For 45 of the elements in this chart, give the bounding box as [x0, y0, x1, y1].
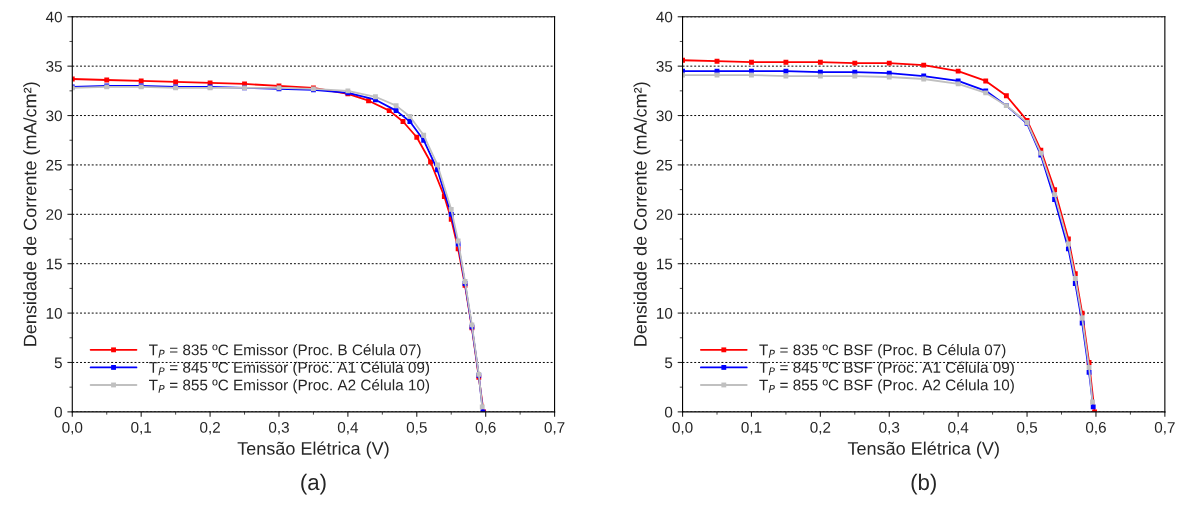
legend-label: T$_{P}$ = 845 ºC BSF (Proc. A1 Célula 09) [759, 361, 1014, 376]
x-tick-label: 0,4 [948, 421, 969, 435]
x-tick-label: 0,6 [475, 421, 496, 435]
x-tick-label: 0,5 [1017, 421, 1038, 435]
y-tick-label: 35 [656, 61, 673, 72]
y-tick-label: 5 [664, 357, 673, 369]
y-tick-label: 0 [54, 406, 62, 418]
y-tick-label: 30 [46, 110, 62, 122]
y-tick-label: 40 [656, 11, 673, 23]
legend-label: T$_{P}$ = 855 ºC BSF (Proc. A2 Célula 10) [759, 379, 1014, 394]
y-tick-label: 25 [46, 159, 62, 171]
y-tick-label: 35 [46, 61, 62, 72]
y-tick-label: 20 [656, 209, 673, 220]
y-axis-title: Densidade de Corrente (mA/cm²) [633, 82, 651, 346]
x-tick-label: 0,4 [337, 421, 359, 435]
y-tick-label: 25 [656, 159, 673, 171]
text: (a) [301, 473, 326, 495]
x-tick-label: 0,1 [741, 421, 762, 435]
x-tick-label: 0,3 [879, 421, 900, 435]
x-tick-label: 0,3 [268, 421, 289, 435]
y-tick-label: 20 [46, 209, 62, 220]
y-tick-label: 10 [657, 307, 673, 319]
legend-label: T$_{P}$ = 835 ºC Emissor (Proc. B Célula 07) [149, 343, 421, 359]
x-tick-label: 0,6 [1085, 421, 1106, 435]
x-axis-title: Tensão Elétrica (V) [847, 441, 999, 459]
legend-label: T$_{P}$ = 855 ºC Emissor (Proc. A2 Célula 10) [149, 379, 430, 394]
x-axis-title: Tensão Elétrica (V) [237, 441, 389, 459]
y-tick-label: 40 [45, 11, 62, 23]
text: (b) [911, 473, 936, 495]
y-tick-label: 10 [46, 307, 62, 319]
legend-label: T$_{P}$ = 835 ºC BSF (Proc. B Célula 07) [759, 343, 1006, 359]
y-tick-label: 15 [657, 258, 673, 270]
y-tick-label: 30 [656, 110, 673, 122]
y-tick-label: 15 [46, 258, 62, 270]
x-tick-label: 0,0 [62, 421, 83, 435]
x-tick-label: 0,5 [406, 421, 427, 435]
x-tick-label: 0,0 [672, 421, 693, 435]
x-tick-label: 0,2 [200, 421, 220, 435]
y-tick-label: 0 [664, 406, 673, 418]
x-tick-label: 0,7 [1154, 421, 1175, 435]
y-axis-title: Densidade de Corrente (mA/cm²) [23, 82, 41, 346]
x-tick-label: 0,7 [544, 421, 565, 435]
x-tick-label: 0,2 [810, 421, 831, 435]
y-tick-label: 5 [54, 357, 62, 369]
x-tick-label: 0,1 [131, 421, 152, 435]
